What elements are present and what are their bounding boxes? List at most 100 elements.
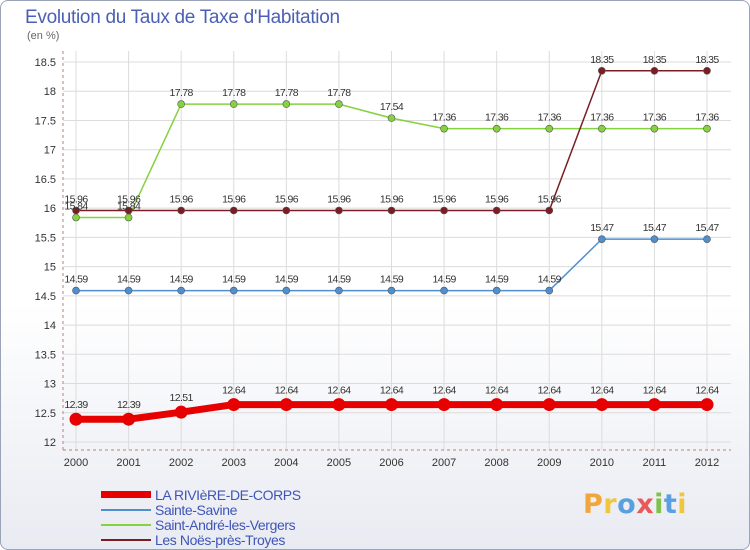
data-point xyxy=(282,286,291,295)
data-point xyxy=(72,206,80,215)
x-tick-label: 2007 xyxy=(432,457,456,469)
data-point xyxy=(387,286,396,295)
proxiti-logo: Proxiti xyxy=(583,489,687,520)
data-label: 14.59 xyxy=(432,274,456,286)
legend-label: LA RIVIèRE-DE-CORPS xyxy=(155,486,301,503)
data-point xyxy=(177,206,185,215)
x-tick-label: 2002 xyxy=(169,457,193,469)
data-label: 15.96 xyxy=(64,193,88,205)
legend-swatch xyxy=(101,523,151,526)
legend-item: Sainte-Savine xyxy=(101,501,301,518)
data-label: 15.47 xyxy=(590,222,614,234)
data-label: 17.36 xyxy=(432,112,456,124)
data-point xyxy=(177,286,185,295)
data-label: 12.64 xyxy=(643,385,667,397)
data-point xyxy=(492,124,501,133)
x-tick-label: 2006 xyxy=(379,457,403,469)
data-point xyxy=(545,206,554,215)
x-tick-label: 2008 xyxy=(484,457,508,469)
chart-legend: LA RIVIèRE-DE-CORPS Sainte-Savine Saint-An… xyxy=(101,486,301,548)
data-point xyxy=(385,398,398,412)
data-point xyxy=(490,398,504,412)
data-point xyxy=(72,213,80,222)
data-label: 15.96 xyxy=(170,193,194,205)
data-label: 15.96 xyxy=(485,193,509,205)
data-label: 15.96 xyxy=(380,193,404,205)
data-label: 17.36 xyxy=(590,112,614,124)
y-unit-label: (en %) xyxy=(27,30,60,42)
data-label: 18.35 xyxy=(643,54,667,66)
x-tick-label: 2003 xyxy=(222,457,246,469)
data-point xyxy=(72,286,80,295)
data-label: 18.35 xyxy=(590,54,614,66)
data-point xyxy=(124,286,133,295)
y-tick-label: 16 xyxy=(44,203,56,215)
y-tick-label: 13 xyxy=(44,379,56,391)
data-label: 17.36 xyxy=(485,112,509,124)
data-label: 15.84 xyxy=(117,201,141,213)
data-point xyxy=(598,235,606,243)
x-tick-label: 2005 xyxy=(327,457,351,469)
data-label: 12.64 xyxy=(380,385,404,397)
data-point xyxy=(124,213,133,222)
x-tick-label: 2004 xyxy=(274,457,298,469)
data-label: 15.96 xyxy=(275,193,299,205)
y-tick-label: 16.5 xyxy=(35,174,56,186)
data-label: 15.47 xyxy=(695,222,719,234)
logo-letter: P xyxy=(583,489,604,520)
data-label: 17.78 xyxy=(170,87,194,99)
data-point xyxy=(177,100,185,108)
y-tick-label: 15.5 xyxy=(35,232,56,244)
data-label: 12.64 xyxy=(222,385,246,397)
legend-label: Saint-André-les-Vergers xyxy=(155,516,296,533)
data-label: 12.39 xyxy=(117,399,141,411)
data-point xyxy=(174,405,188,419)
data-label: 14.59 xyxy=(538,274,562,286)
logo-letter: o xyxy=(617,489,637,520)
legend-label: Les Noës-près-Troyes xyxy=(155,531,285,548)
data-label: 12.64 xyxy=(432,385,456,397)
x-tick-label: 2001 xyxy=(116,457,140,469)
x-tick-label: 2000 xyxy=(64,457,88,469)
data-label: 15.96 xyxy=(538,193,562,205)
y-tick-label: 18 xyxy=(44,86,56,98)
data-label: 15.96 xyxy=(117,193,141,205)
data-label: 14.59 xyxy=(117,274,141,286)
data-label: 14.59 xyxy=(275,274,299,286)
data-point xyxy=(387,206,396,215)
data-point xyxy=(650,235,659,243)
y-tick-label: 15 xyxy=(44,262,56,274)
data-label: 15.96 xyxy=(222,193,246,205)
data-point xyxy=(279,398,293,412)
data-point xyxy=(492,206,501,215)
y-tick-label: 18.5 xyxy=(35,57,56,69)
data-point xyxy=(437,398,451,412)
data-point xyxy=(229,286,238,295)
data-point xyxy=(124,206,133,215)
data-label: 12.64 xyxy=(485,385,509,397)
data-point xyxy=(598,124,606,133)
data-point xyxy=(69,412,83,426)
data-label: 17.36 xyxy=(538,112,562,124)
legend-swatch xyxy=(101,508,151,511)
data-point xyxy=(703,124,711,133)
data-label: 12.51 xyxy=(170,392,194,404)
y-tick-label: 17 xyxy=(44,145,56,157)
data-point xyxy=(650,66,659,75)
data-label: 17.78 xyxy=(275,87,299,99)
logo-letter: r xyxy=(603,489,618,520)
y-tick-label: 12 xyxy=(44,437,56,449)
data-point xyxy=(545,124,554,133)
data-point xyxy=(282,100,291,108)
data-point xyxy=(440,124,448,133)
logo-letter: i xyxy=(677,489,688,520)
legend-label: Sainte-Savine xyxy=(155,501,237,518)
y-tick-label: 14 xyxy=(44,320,56,332)
legend-swatch xyxy=(101,491,151,498)
data-label: 14.59 xyxy=(222,274,246,286)
data-label: 15.96 xyxy=(327,193,351,205)
data-label: 15.47 xyxy=(643,222,667,234)
data-label: 14.59 xyxy=(380,274,404,286)
